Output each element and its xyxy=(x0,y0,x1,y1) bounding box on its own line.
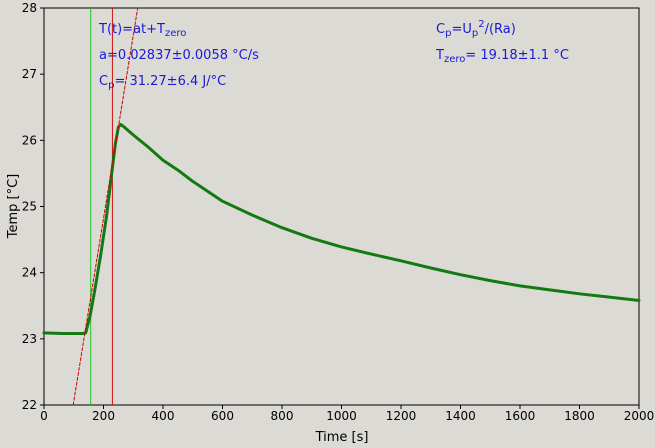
plot-area xyxy=(43,7,640,406)
x-tick-label-1000: 1000 xyxy=(326,409,357,423)
x-tick-label-200: 200 xyxy=(92,409,115,423)
y-tick-label-26: 26 xyxy=(22,133,37,147)
heat-capacity-value: = 31.27±6.4 J/°C xyxy=(114,74,226,89)
fit-equation-main: T(t)=at+T xyxy=(98,22,165,37)
tzero-subscript: zero xyxy=(444,54,465,65)
temperature-series xyxy=(42,123,641,335)
y-tick-label-28: 28 xyxy=(22,1,37,15)
cp-formula-sup-2: 2 xyxy=(478,19,484,30)
y-tick-label-27: 27 xyxy=(22,67,37,81)
fit-equation-annotation: T(t)=at+Tzero xyxy=(98,22,186,39)
y-axis-label: Temp [°C] xyxy=(6,174,21,240)
x-tick-label-800: 800 xyxy=(271,409,294,423)
tzero-annotation: Tzero= 19.18±1.1 °C xyxy=(435,48,569,65)
x-axis-label: Time [s] xyxy=(315,430,369,445)
fit-line xyxy=(72,7,139,406)
y-tick-label-23: 23 xyxy=(22,332,37,346)
y-tick-label-24: 24 xyxy=(22,266,37,280)
cp-formula-annotation: Cp=Up2/(Ra) xyxy=(436,19,516,39)
x-tick-label-1400: 1400 xyxy=(445,409,476,423)
slope-annotation: a=0.02837±0.0058 °C/s xyxy=(99,48,259,63)
x-tick-label-1600: 1600 xyxy=(505,409,536,423)
y-tick-label-22: 22 xyxy=(22,398,37,412)
x-tick-label-1200: 1200 xyxy=(386,409,417,423)
tzero-symbol: T xyxy=(435,48,444,63)
cp-formula-u: =U xyxy=(451,22,471,37)
heat-capacity-annotation: Cp= 31.27±6.4 J/°C xyxy=(99,74,226,91)
cp-formula-sub-p2: p xyxy=(472,28,478,39)
x-tick-label-1800: 1800 xyxy=(564,409,595,423)
heat-capacity-subscript: p xyxy=(108,80,114,91)
x-tick-label-2000: 2000 xyxy=(624,409,655,423)
y-tick-label-25: 25 xyxy=(22,200,37,214)
x-tick-label-400: 400 xyxy=(152,409,175,423)
tick-layer: 0 200 400 600 800 1000 1200 1400 1600 1800 2000222… xyxy=(22,1,655,423)
tzero-value: = 19.18±1.1 °C xyxy=(465,48,569,63)
cp-formula-sub-p: p xyxy=(445,28,451,39)
fit-equation-subscript: zero xyxy=(165,28,186,39)
x-tick-label-600: 600 xyxy=(211,409,234,423)
x-tick-label-0: 0 xyxy=(40,409,48,423)
cp-formula-rest: /(Ra) xyxy=(485,22,516,37)
cp-formula-c: C xyxy=(436,22,445,37)
data-layer xyxy=(42,7,641,406)
heat-capacity-symbol: C xyxy=(99,74,108,89)
